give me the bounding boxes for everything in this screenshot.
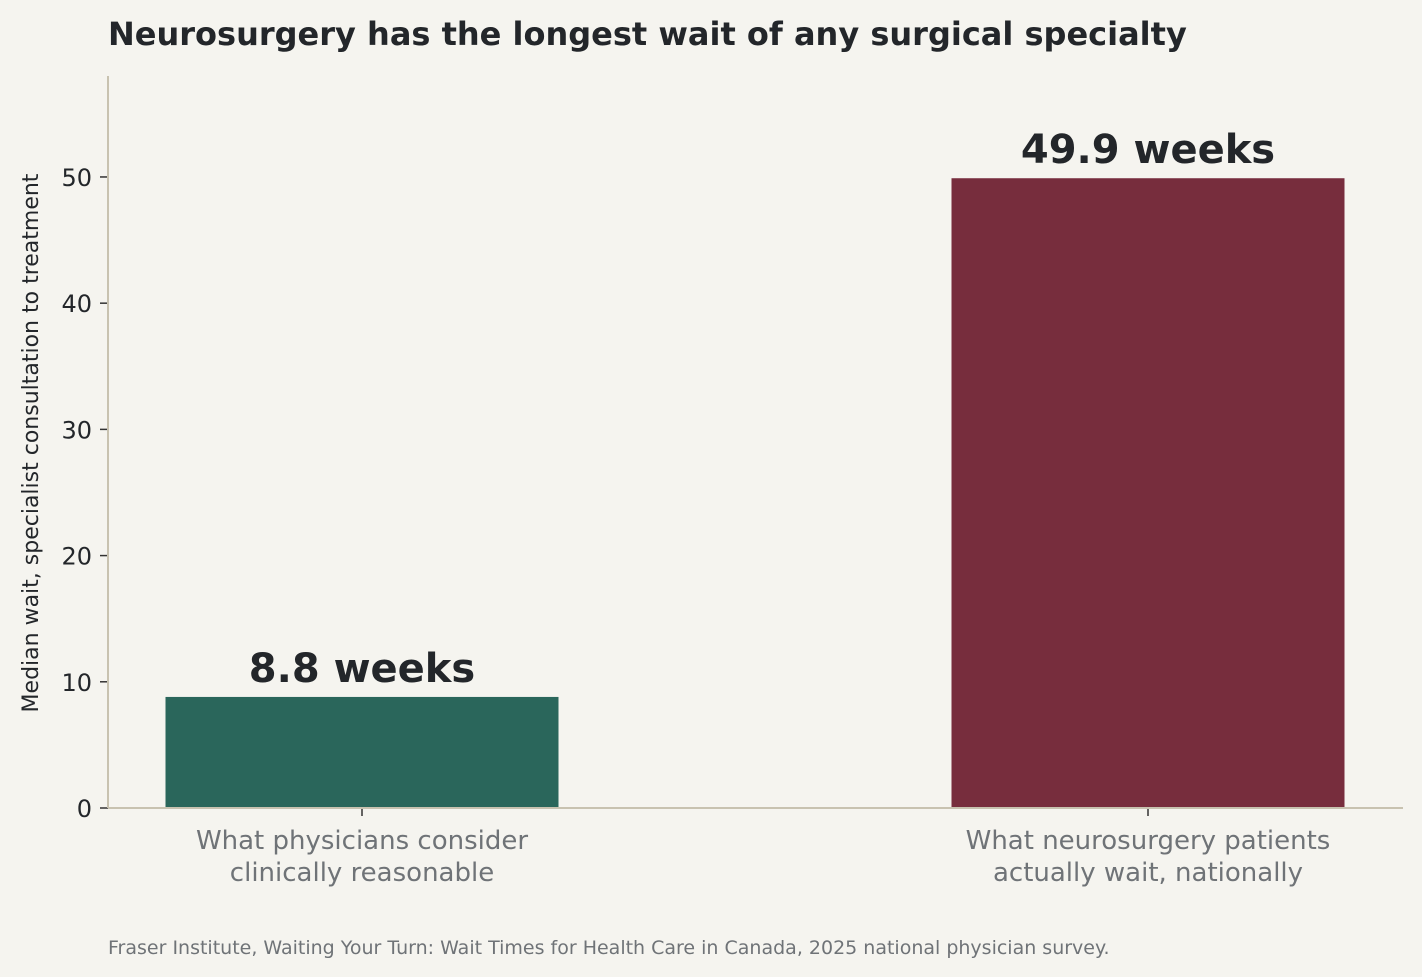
chart-title: Neurosurgery has the longest wait of any… [108,15,1187,53]
x-category-label: What neurosurgery patients actually wait,… [966,826,1331,888]
y-tick-label: 40 [61,290,92,318]
y-tick-label: 10 [61,669,92,697]
bar-2 [951,178,1345,808]
x-axis-ticks: What physicians consider clinically reaso… [196,808,1330,888]
y-axis-label: Median wait, specialist consultation to … [19,173,44,712]
x-category-label-line: clinically reasonable [230,858,494,888]
source-note: Fraser Institute, Waiting Your Turn: Wai… [108,937,1110,959]
bars-group [165,178,1345,808]
x-category-label: What physicians consider clinically reaso… [196,826,528,888]
bar-1 [165,696,559,808]
x-category-label-line: actually wait, nationally [993,858,1303,888]
y-tick-label: 50 [61,164,92,192]
x-category-label-line: What neurosurgery patients [966,826,1331,856]
y-tick-label: 0 [77,795,92,823]
bar-value-label: 49.9 weeks [1021,127,1275,173]
y-tick-label: 30 [61,416,92,444]
value-labels-group: 8.8 weeks 49.9 weeks [249,127,1275,692]
y-axis-ticks: 0 10 20 30 40 50 [61,164,108,823]
bar-value-label: 8.8 weeks [249,646,475,692]
x-category-label-line: What physicians consider [196,826,528,856]
y-tick-label: 20 [61,543,92,571]
